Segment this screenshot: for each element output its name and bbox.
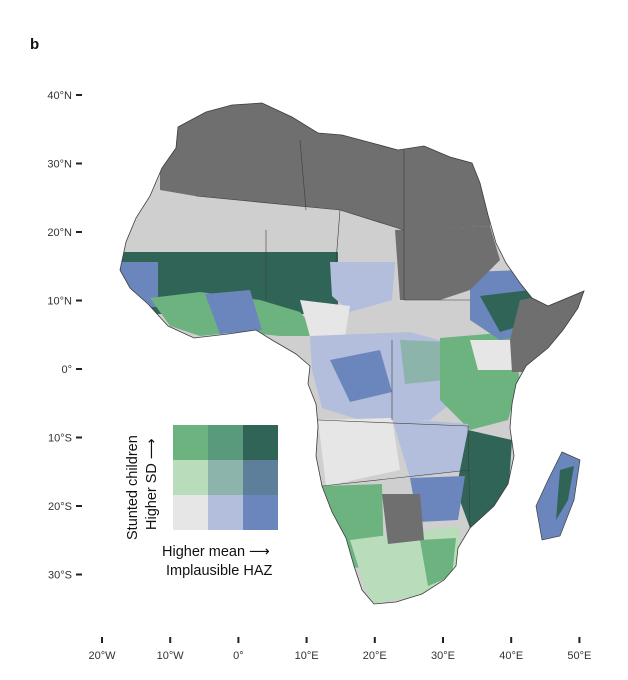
lon-tick-label: 20°E — [363, 650, 387, 662]
border-8 — [321, 469, 471, 487]
lat-tick-label: 20°S — [48, 501, 72, 513]
panel-label: b — [30, 36, 40, 53]
legend-cell — [243, 460, 278, 495]
lat-tick-label: 40°N — [47, 90, 72, 102]
region-congo-east — [400, 340, 450, 384]
lat-tick-label: 0° — [61, 364, 72, 376]
lon-tick-label: 50°E — [567, 650, 591, 662]
national-borders — [195, 139, 471, 529]
border-9 — [467, 425, 471, 529]
lon-axis: 20°W 10°W 0° 10°E 20°E 30°E 40°E 50°E — [88, 637, 591, 662]
lon-tick-label: 10°E — [295, 650, 319, 662]
region-congo-west — [330, 350, 392, 402]
lat-tick-label: 10°S — [48, 433, 72, 445]
lat-tick-label: 30°S — [48, 570, 72, 582]
region-south-africa-east — [420, 538, 456, 586]
region-angola — [318, 418, 400, 486]
border-5 — [299, 139, 307, 211]
border-7 — [317, 419, 469, 427]
legend-cell — [173, 425, 208, 460]
legend-cell — [243, 425, 278, 460]
legend-cell — [243, 495, 278, 530]
region-lake-chad — [330, 262, 395, 312]
lon-tick-label: 40°E — [499, 650, 523, 662]
region-zimbabwe — [410, 476, 465, 522]
legend-cell — [173, 460, 208, 495]
region-zambia — [392, 418, 470, 478]
legend-y-label-2: Higher SD ⟶ — [144, 438, 160, 530]
legend-cell — [208, 495, 243, 530]
region-sudan — [395, 226, 500, 300]
region-botswana — [382, 494, 424, 544]
region-nigeria-east — [300, 300, 350, 344]
lon-tick-label: 0° — [233, 650, 244, 662]
legend-cell — [208, 425, 243, 460]
lat-axis: 40°N 30°N 20°N 10°N 0° 10°S 20°S 30°S — [47, 90, 82, 582]
madagascar-east — [556, 466, 574, 520]
border-2 — [335, 209, 341, 263]
bivariate-legend — [173, 425, 278, 530]
region-ivory-coast — [205, 290, 262, 334]
lat-tick-label: 10°N — [47, 296, 72, 308]
legend-y-label-1: Stunted children — [125, 435, 141, 540]
lon-tick-label: 20°W — [88, 650, 116, 662]
legend-cell — [208, 460, 243, 495]
legend-x-label-2: Implausible HAZ — [166, 563, 273, 579]
lat-tick-label: 20°N — [47, 227, 72, 239]
region-somalia — [510, 288, 584, 372]
legend-x-label-1: Higher mean ⟶ — [162, 544, 270, 560]
region-kenya-north — [470, 340, 515, 370]
lon-tick-label: 10°W — [157, 650, 185, 662]
lat-tick-label: 30°N — [47, 159, 72, 171]
legend-cell — [173, 495, 208, 530]
lon-tick-label: 30°E — [431, 650, 455, 662]
